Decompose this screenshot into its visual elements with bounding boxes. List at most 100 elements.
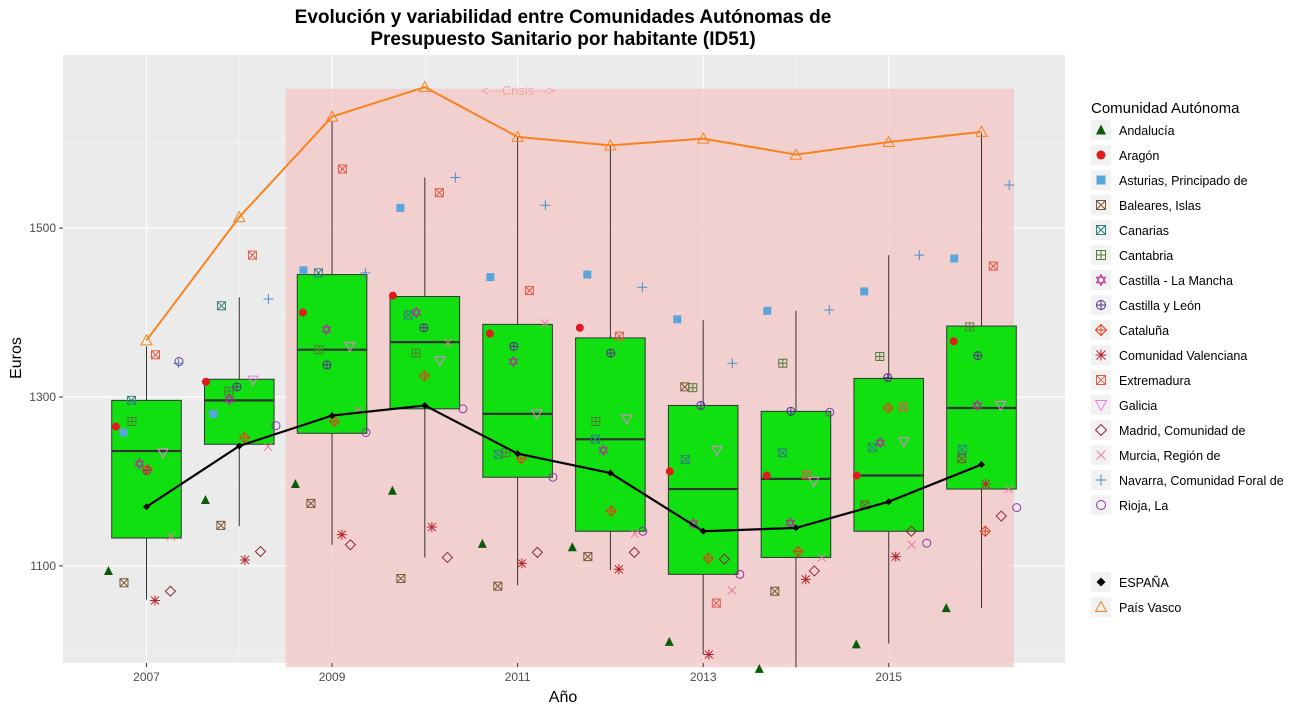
point-navarra-comunidad-foral-de-2012: [637, 282, 648, 293]
point-canarias-2014: [777, 448, 787, 458]
pais-vasco-point-2012: [604, 138, 617, 151]
legend-marker-pais-vasco: [1094, 600, 1108, 612]
point-canarias-2012: [590, 434, 600, 444]
legend-label: País Vasco: [1119, 601, 1181, 615]
espana-point-2016: [978, 461, 985, 469]
legend-label: Cataluña: [1119, 324, 1169, 338]
point-cataluna-2012: [605, 505, 618, 517]
legend-item-andalucia: Andalucía: [1091, 120, 1175, 140]
pais-vasco-point-2009: [325, 110, 339, 122]
point-rioja-la-2011: [548, 472, 558, 482]
chart-title-line2: Presupuesto Sanitario por habitante (ID5…: [370, 29, 755, 50]
legend-marker-cantabria: [1096, 250, 1106, 260]
legend-marker-cataluna: [1094, 323, 1108, 337]
point-murcia-region-de-2010: [443, 338, 453, 348]
legend-marker-navarra-comunidad-foral-de: [1095, 474, 1107, 486]
point-andalucia-2008: [200, 495, 210, 505]
point-navarra-comunidad-foral-de-2013: [727, 358, 738, 369]
point-cantabria-2016: [965, 322, 975, 332]
point-cantabria-2013: [688, 383, 698, 393]
legend-item-asturias-principado-de: Asturias, Principado de: [1091, 170, 1248, 190]
point-baleares-islas-2011: [493, 581, 503, 591]
point-cantabria-2012: [591, 416, 601, 426]
legend-marker-andalucia: [1096, 124, 1106, 135]
point-cataluna-2013: [702, 552, 715, 564]
point-castilla-y-leon-2013: [696, 400, 706, 410]
point-madrid-comunidad-de-2007: [164, 585, 177, 597]
point-baleares-islas-2012: [583, 552, 593, 562]
espana-point-2007: [143, 503, 150, 511]
point-cantabria-2015: [875, 351, 885, 361]
legend-item-madrid-comunidad-de: Madrid, Comunidad de: [1091, 420, 1246, 440]
legend-label: Comunidad Valenciana: [1119, 349, 1247, 363]
espana-point-2008: [235, 442, 243, 450]
box-2010: [389, 177, 461, 558]
legend-item-pais-vasco: País Vasco: [1091, 597, 1181, 617]
legend-marker-castilla-la-mancha: [1095, 273, 1107, 287]
point-galicia-2009: [344, 341, 356, 353]
point-galicia-2008: [247, 375, 259, 387]
point-canarias-2011: [493, 449, 503, 459]
chart-title-line1: Evolución y variabilidad entre Comunidad…: [295, 7, 832, 28]
box-body: [389, 296, 461, 410]
point-madrid-comunidad-de-2016: [995, 510, 1007, 522]
point-castilla-la-mancha-2009: [321, 323, 332, 336]
point-madrid-comunidad-de-2011: [531, 546, 544, 559]
point-cantabria-2007: [127, 416, 137, 426]
point-navarra-comunidad-foral-de-2016: [1004, 180, 1015, 191]
x-tick-label: 2013: [690, 670, 717, 684]
point-rioja-la-2008: [271, 421, 281, 431]
point-cataluna-2014: [792, 545, 805, 558]
legend-label: Navarra, Comunidad Foral de: [1119, 474, 1284, 488]
x-tick-label: 2009: [319, 670, 346, 684]
point-aragon-2012: [575, 323, 584, 332]
point-navarra-comunidad-foral-de-2009: [360, 267, 371, 278]
y-axis-title: Euros: [8, 337, 25, 379]
pais-vasco-point-2008: [232, 210, 246, 223]
x-tick-label: 2011: [505, 670, 531, 684]
point-baleares-islas-2016: [957, 454, 967, 464]
point-baleares-islas-2008: [216, 520, 226, 530]
legend-label: Canarias: [1119, 224, 1169, 238]
point-navarra-comunidad-foral-de-2011: [540, 200, 551, 211]
legend-marker-castilla-y-leon: [1096, 300, 1106, 310]
pais-vasco-line: [145, 86, 982, 342]
point-navarra-comunidad-foral-de-2010: [450, 172, 461, 183]
legend-label: Castilla - La Mancha: [1119, 274, 1233, 288]
legend-item-espana: ESPAÑA: [1091, 572, 1169, 592]
espana-point-2010: [421, 401, 429, 409]
point-aragon-2009: [298, 308, 307, 317]
legend-item-cataluna: Cataluña: [1091, 320, 1169, 340]
espana-point-2015: [885, 498, 893, 506]
point-cataluna-2016: [979, 525, 991, 537]
point-baleares-islas-2014: [770, 586, 780, 596]
legend-key: [1091, 270, 1111, 290]
point-aragon-2015: [852, 471, 861, 480]
point-comunidad-valenciana-2013: [703, 649, 714, 660]
point-castilla-y-leon-2010: [419, 323, 429, 333]
point-comunidad-valenciana-2016: [980, 478, 991, 489]
point-rioja-la-2013: [735, 569, 745, 579]
legend-marker-murcia-region-de: [1096, 450, 1106, 460]
legend-label: Galicia: [1119, 399, 1157, 413]
y-tick-label: 1300: [29, 390, 56, 404]
espana-line: [145, 404, 982, 533]
point-canarias-2013: [680, 454, 690, 464]
point-asturias-principado-de-2016: [950, 254, 959, 263]
point-rioja-la-2009: [361, 427, 371, 437]
point-navarra-comunidad-foral-de-2008: [263, 294, 274, 305]
point-castilla-y-leon-2015: [883, 373, 893, 383]
point-baleares-islas-2010: [396, 574, 406, 584]
pais-vasco-point-2015: [882, 135, 896, 147]
point-asturias-principado-de-2007: [119, 428, 128, 437]
pais-vasco-point-2014: [789, 148, 803, 160]
point-galicia-2011: [530, 409, 543, 420]
espana-point-2014: [792, 524, 800, 532]
point-cataluna-2007: [141, 463, 154, 476]
point-navarra-comunidad-foral-de-2014: [824, 305, 835, 316]
legend-label: Cantabria: [1119, 249, 1173, 263]
point-extremadura-2009: [337, 164, 347, 174]
point-rioja-la-2012: [638, 526, 648, 536]
point-comunidad-valenciana-2012: [613, 564, 624, 575]
point-castilla-la-mancha-2010: [411, 306, 422, 319]
